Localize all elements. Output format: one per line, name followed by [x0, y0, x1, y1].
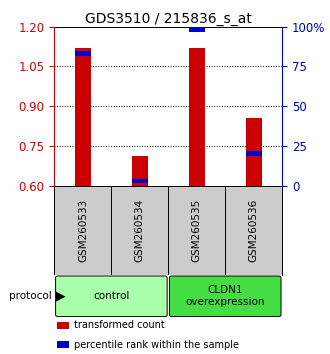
Text: CLDN1
overexpression: CLDN1 overexpression: [185, 285, 265, 307]
Bar: [57, 341, 69, 348]
Bar: [132, 178, 148, 183]
Bar: [75, 48, 91, 185]
Bar: [132, 156, 148, 185]
Bar: [246, 152, 262, 156]
Text: GSM260533: GSM260533: [78, 199, 88, 262]
Text: control: control: [93, 291, 130, 301]
Bar: [75, 51, 91, 56]
Bar: [57, 322, 69, 329]
FancyBboxPatch shape: [55, 276, 167, 316]
Bar: [189, 27, 205, 32]
Text: protocol: protocol: [9, 291, 51, 301]
Bar: [189, 48, 205, 185]
Bar: [246, 118, 262, 185]
Text: percentile rank within the sample: percentile rank within the sample: [74, 339, 239, 349]
Text: transformed count: transformed count: [74, 320, 165, 330]
Text: ▶: ▶: [56, 290, 66, 303]
Text: GSM260535: GSM260535: [192, 199, 202, 262]
Text: GSM260536: GSM260536: [249, 199, 259, 262]
Text: GSM260534: GSM260534: [135, 199, 145, 262]
FancyBboxPatch shape: [169, 276, 281, 316]
Title: GDS3510 / 215836_s_at: GDS3510 / 215836_s_at: [85, 12, 252, 25]
